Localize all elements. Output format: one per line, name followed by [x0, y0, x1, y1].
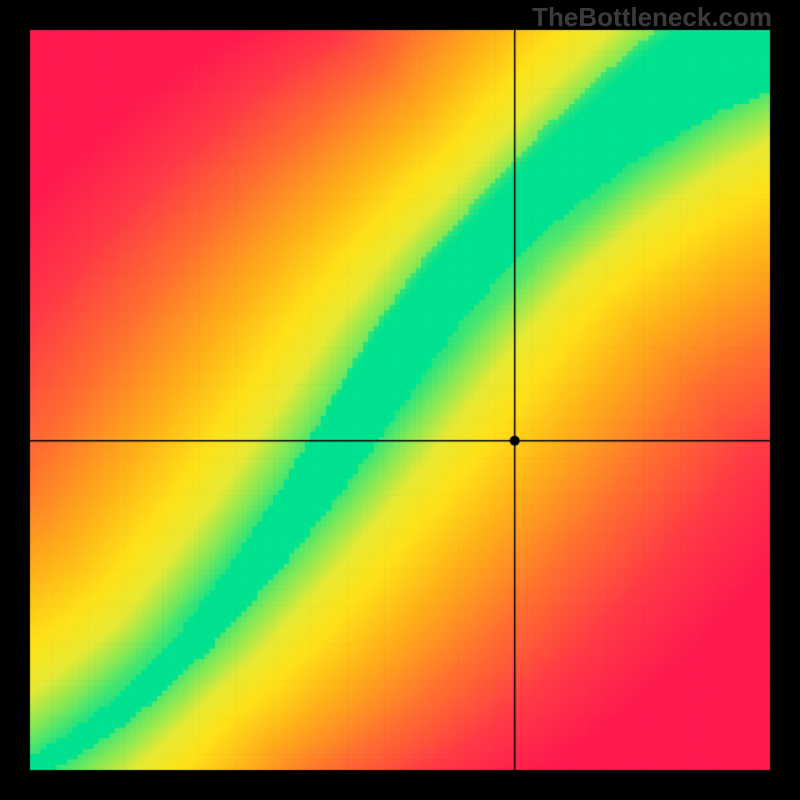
chart-container: TheBottleneck.com: [0, 0, 800, 800]
bottleneck-heatmap: [0, 0, 800, 800]
watermark-text: TheBottleneck.com: [532, 2, 772, 33]
